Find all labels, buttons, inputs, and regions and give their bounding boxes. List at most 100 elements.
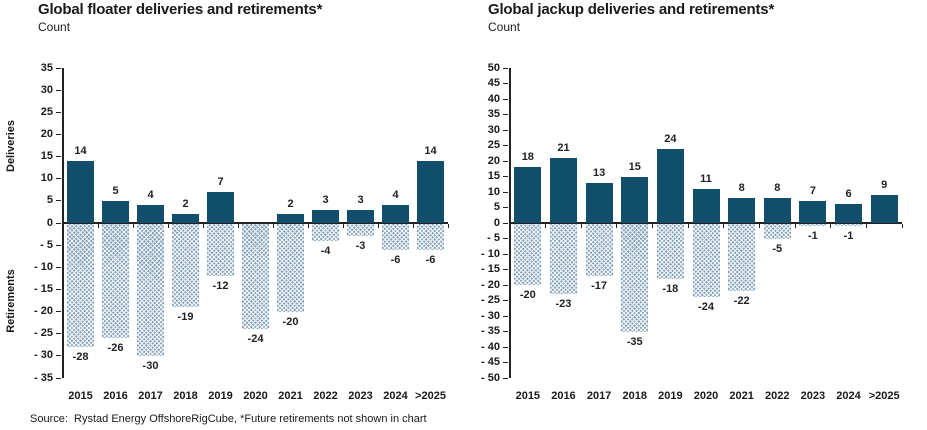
- deliveries-bar: [799, 201, 827, 223]
- y-tick-mark: [503, 284, 508, 286]
- bar-value-label: -24: [698, 301, 714, 314]
- x-axis-category-label: 2021: [278, 390, 303, 402]
- y-tick-label: - 15: [34, 282, 53, 295]
- y-tick-mark: [503, 362, 508, 363]
- bar-value-label: -1: [808, 230, 818, 243]
- bar-value-label: 13: [592, 166, 606, 179]
- deliveries-bar: [417, 161, 444, 223]
- y-tick-mark: [503, 114, 508, 115]
- bar-value-label: -6: [390, 253, 401, 266]
- source-note: Source: Rystad Energy OffshoreRigCube, *…: [30, 413, 427, 425]
- y-tick-label: 40: [487, 92, 500, 105]
- bar-value-label: -12: [212, 280, 229, 293]
- y-tick-mark: [56, 222, 61, 224]
- y-tick-label: 25: [487, 139, 500, 151]
- jackup-chart: Global jackup deliveries and retirements…: [464, 0, 924, 430]
- bar-value-label: 3: [322, 193, 329, 206]
- bar-value-label: -4: [320, 244, 331, 257]
- chart-title: Global jackup deliveries and retirements…: [488, 1, 775, 18]
- x-tick-mark: [758, 223, 760, 228]
- bar-value-label: 24: [664, 132, 677, 145]
- chart-subtitle: Count: [488, 20, 521, 34]
- y-tick-label: 0: [46, 216, 53, 229]
- y-tick-label: - 5: [487, 232, 500, 244]
- deliveries-bar: [514, 167, 542, 223]
- y-tick-label: 10: [40, 172, 53, 185]
- bar-value-label: -18: [662, 282, 679, 295]
- y-tick-mark: [503, 222, 508, 224]
- y-tick-label: 30: [487, 123, 500, 136]
- y-tick-label: 20: [40, 127, 53, 140]
- y-tick-mark: [503, 315, 508, 317]
- x-axis-category-label: 2022: [313, 390, 338, 402]
- y-tick-label: - 30: [34, 349, 53, 362]
- x-tick-mark: [509, 223, 511, 228]
- x-tick-mark: [307, 223, 309, 228]
- y-tick-mark: [503, 269, 508, 270]
- y-tick-mark: [503, 238, 508, 239]
- bar-value-label: 4: [392, 189, 399, 202]
- x-axis-category-label: 2020: [243, 390, 268, 402]
- x-axis-category-label: >2025: [868, 390, 900, 402]
- x-axis-category-label: 2024: [383, 390, 408, 402]
- deliveries-bar: [137, 205, 164, 223]
- y-tick-label: - 5: [40, 238, 53, 251]
- retirements-bar: [382, 224, 409, 250]
- bar-value-label: 14: [424, 145, 437, 157]
- y-tick-label: - 35: [481, 325, 500, 337]
- plot-area: 50 45 40 35 30 25 20 15 10 5 0- 5- 10- 15- 20- 25-…: [481, 62, 903, 402]
- y-tick-label: 20: [487, 154, 500, 167]
- y-tick-mark: [56, 244, 61, 246]
- bar-value-label: -22: [733, 295, 750, 308]
- bar-value-label: 5: [112, 184, 119, 197]
- y-tick-label: 15: [487, 170, 500, 182]
- x-tick-mark: [580, 223, 582, 228]
- deliveries-axis-label: Deliveries: [5, 119, 17, 172]
- retirements-bar: [549, 224, 577, 295]
- y-tick-label: - 35: [34, 371, 53, 384]
- y-tick-mark: [503, 160, 508, 162]
- x-axis-category-label: 2024: [836, 390, 861, 402]
- y-tick-label: - 10: [481, 247, 500, 260]
- y-tick-mark: [503, 331, 508, 332]
- deliveries-bar: [585, 182, 613, 223]
- y-tick-label: - 40: [481, 340, 500, 353]
- bar-value-label: -28: [72, 351, 89, 363]
- floater-chart: Global floater deliveries and retirement…: [5, 0, 460, 430]
- deliveries-bar: [621, 176, 649, 223]
- x-axis-category-label: 2018: [173, 390, 198, 402]
- bar-value-label: -5: [772, 242, 783, 255]
- deliveries-bar: [835, 204, 863, 223]
- y-tick-mark: [503, 67, 508, 69]
- deliveries-bar: [67, 161, 94, 223]
- y-tick-mark: [503, 346, 508, 348]
- y-tick-mark: [56, 67, 61, 69]
- bar-value-label: -26: [107, 342, 124, 355]
- bar-value-label: 9: [881, 179, 888, 192]
- bar-value-label: -6: [425, 253, 436, 266]
- y-tick-mark: [56, 133, 61, 135]
- x-axis-category-label: 2019: [658, 390, 683, 402]
- bar-value-label: 18: [521, 151, 534, 164]
- deliveries-bar: [728, 198, 756, 223]
- y-tick-mark: [56, 311, 61, 313]
- y-tick-label: 35: [40, 61, 53, 74]
- y-tick-label: 30: [40, 83, 53, 96]
- retirements-bar: [417, 224, 444, 250]
- y-tick-mark: [503, 300, 508, 301]
- x-tick-mark: [62, 223, 64, 228]
- x-tick-mark: [97, 223, 99, 228]
- retirements-bar: [621, 224, 649, 332]
- y-tick-label: - 20: [481, 278, 500, 291]
- x-tick-mark: [202, 223, 204, 228]
- deliveries-bar: [656, 148, 684, 223]
- retirements-bar: [656, 224, 684, 279]
- bar-value-label: -3: [355, 240, 366, 253]
- x-axis-category-label: >2025: [415, 390, 446, 402]
- retirements-bar: [692, 224, 720, 298]
- x-axis-category-label: 2021: [729, 390, 754, 402]
- retirements-bar: [312, 224, 339, 241]
- retirements-bar: [763, 224, 791, 239]
- retirements-bar: [514, 224, 542, 285]
- deliveries-bar: [312, 209, 339, 223]
